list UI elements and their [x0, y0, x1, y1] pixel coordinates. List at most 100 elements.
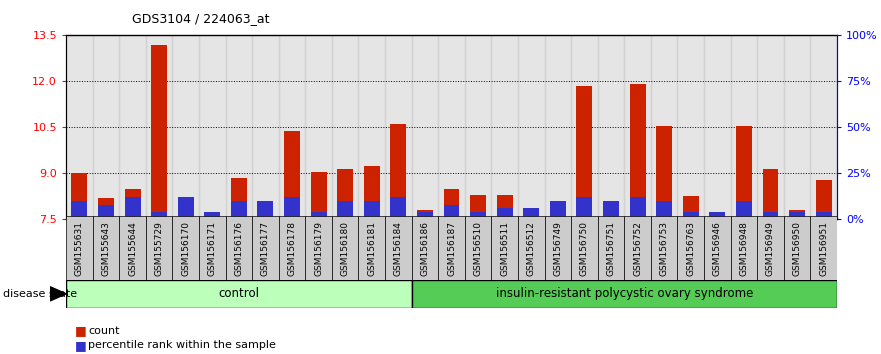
- FancyBboxPatch shape: [465, 216, 492, 280]
- Bar: [470, 195, 486, 219]
- Bar: [257, 213, 273, 219]
- Bar: [683, 212, 699, 219]
- FancyBboxPatch shape: [146, 216, 173, 280]
- FancyBboxPatch shape: [306, 216, 332, 280]
- Bar: [523, 213, 539, 219]
- Bar: [763, 212, 779, 219]
- FancyBboxPatch shape: [359, 216, 385, 280]
- Bar: [311, 172, 327, 219]
- FancyBboxPatch shape: [730, 216, 757, 280]
- Bar: [364, 201, 380, 219]
- Polygon shape: [50, 287, 66, 301]
- Text: GDS3104 / 224063_at: GDS3104 / 224063_at: [132, 12, 270, 25]
- Text: percentile rank within the sample: percentile rank within the sample: [88, 340, 276, 350]
- FancyBboxPatch shape: [332, 216, 359, 280]
- Bar: [98, 205, 114, 219]
- Bar: [492, 35, 518, 219]
- Bar: [576, 86, 592, 219]
- Text: GSM156171: GSM156171: [208, 221, 217, 276]
- Text: GSM156510: GSM156510: [474, 221, 483, 276]
- FancyBboxPatch shape: [518, 216, 544, 280]
- Bar: [146, 35, 173, 219]
- Bar: [385, 35, 411, 219]
- Bar: [630, 85, 646, 219]
- Text: control: control: [218, 287, 259, 300]
- Text: GSM156750: GSM156750: [580, 221, 589, 276]
- Bar: [789, 212, 805, 219]
- Text: count: count: [88, 326, 120, 336]
- Bar: [278, 35, 306, 219]
- Bar: [337, 169, 353, 219]
- Bar: [284, 198, 300, 219]
- Bar: [518, 35, 544, 219]
- Bar: [417, 210, 433, 219]
- Bar: [465, 35, 492, 219]
- FancyBboxPatch shape: [677, 216, 704, 280]
- Bar: [390, 198, 406, 219]
- Bar: [124, 198, 140, 219]
- Text: GSM156170: GSM156170: [181, 221, 190, 276]
- Bar: [550, 210, 566, 219]
- Bar: [763, 169, 779, 219]
- Bar: [816, 179, 832, 219]
- Text: GSM156951: GSM156951: [819, 221, 828, 276]
- Bar: [337, 201, 353, 219]
- FancyBboxPatch shape: [625, 216, 651, 280]
- Text: GSM156511: GSM156511: [500, 221, 509, 276]
- Bar: [603, 201, 619, 219]
- Bar: [816, 212, 832, 219]
- Bar: [709, 212, 725, 219]
- Bar: [364, 166, 380, 219]
- Bar: [178, 213, 194, 219]
- Text: GSM156177: GSM156177: [261, 221, 270, 276]
- Text: GSM156178: GSM156178: [287, 221, 297, 276]
- FancyBboxPatch shape: [438, 216, 465, 280]
- Text: GSM156753: GSM156753: [660, 221, 669, 276]
- Bar: [443, 189, 460, 219]
- FancyBboxPatch shape: [492, 216, 518, 280]
- Text: GSM156946: GSM156946: [713, 221, 722, 276]
- Bar: [359, 35, 385, 219]
- Bar: [625, 35, 651, 219]
- Text: GSM156181: GSM156181: [367, 221, 376, 276]
- FancyBboxPatch shape: [411, 280, 837, 308]
- Bar: [523, 209, 539, 219]
- Text: GSM156176: GSM156176: [234, 221, 243, 276]
- Bar: [152, 212, 167, 219]
- FancyBboxPatch shape: [278, 216, 306, 280]
- FancyBboxPatch shape: [811, 216, 837, 280]
- Text: GSM156752: GSM156752: [633, 221, 642, 276]
- FancyBboxPatch shape: [704, 216, 730, 280]
- Bar: [470, 212, 486, 219]
- Text: GSM155631: GSM155631: [75, 221, 84, 276]
- Bar: [438, 35, 465, 219]
- Bar: [550, 201, 566, 219]
- Text: GSM155643: GSM155643: [101, 221, 110, 276]
- Bar: [571, 35, 597, 219]
- Text: ■: ■: [75, 325, 86, 337]
- FancyBboxPatch shape: [784, 216, 811, 280]
- Bar: [730, 35, 757, 219]
- FancyBboxPatch shape: [119, 216, 146, 280]
- Text: GSM156186: GSM156186: [420, 221, 429, 276]
- FancyBboxPatch shape: [173, 216, 199, 280]
- FancyBboxPatch shape: [226, 216, 252, 280]
- Bar: [306, 35, 332, 219]
- Bar: [332, 35, 359, 219]
- Bar: [576, 198, 592, 219]
- Bar: [284, 131, 300, 219]
- Bar: [204, 215, 220, 219]
- Text: GSM155644: GSM155644: [128, 221, 137, 276]
- Text: GSM156512: GSM156512: [527, 221, 536, 276]
- Text: GSM156949: GSM156949: [766, 221, 775, 276]
- Bar: [736, 201, 751, 219]
- Bar: [204, 212, 220, 219]
- Bar: [443, 205, 460, 219]
- Bar: [71, 173, 87, 219]
- Bar: [178, 198, 194, 219]
- FancyBboxPatch shape: [199, 216, 226, 280]
- FancyBboxPatch shape: [66, 280, 411, 308]
- FancyBboxPatch shape: [252, 216, 278, 280]
- Text: GSM156187: GSM156187: [447, 221, 456, 276]
- Text: GSM156763: GSM156763: [686, 221, 695, 276]
